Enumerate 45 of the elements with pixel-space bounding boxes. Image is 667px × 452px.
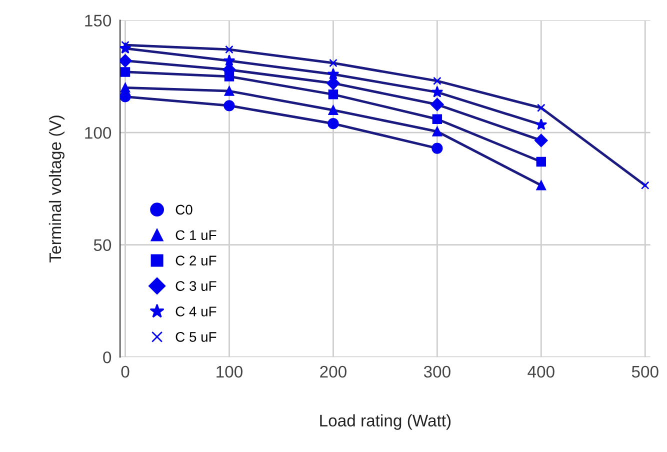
point — [120, 82, 130, 93]
legend-label: C 1 uF — [176, 230, 216, 240]
x-tick-label: 200 — [320, 366, 346, 378]
y-tick-label: 100 — [85, 126, 112, 139]
legend-label: C0 — [176, 204, 192, 215]
x-tick-label: 0 — [121, 366, 130, 378]
legend-label: C 4 uF — [176, 306, 216, 316]
point — [432, 114, 442, 124]
legend-label: C 5 uF — [176, 332, 216, 342]
x-tick-label: 400 — [528, 366, 554, 378]
point — [432, 126, 442, 136]
point — [536, 156, 546, 167]
point — [120, 54, 132, 68]
point — [328, 90, 338, 100]
point — [536, 180, 546, 190]
point — [534, 134, 548, 148]
x-tick-label: 500 — [632, 366, 658, 378]
point — [328, 105, 338, 115]
point — [329, 58, 338, 68]
x-tick-label: 300 — [424, 366, 450, 378]
point — [121, 40, 130, 50]
point — [120, 91, 131, 102]
y-tick-label: 50 — [94, 239, 112, 252]
y-axis-title: Terminal voltage (V) — [48, 116, 64, 262]
point — [224, 100, 235, 112]
point — [535, 118, 548, 130]
point — [225, 45, 234, 54]
point — [327, 68, 340, 80]
point — [224, 86, 234, 96]
legend-label: C 2 uF — [176, 256, 216, 266]
point — [223, 54, 236, 66]
point — [328, 118, 339, 130]
y-tick-label: 150 — [85, 14, 112, 27]
point — [536, 104, 546, 112]
legend-label: C 3 uF — [176, 281, 216, 291]
point — [432, 142, 443, 154]
x-axis-title: Load rating (Watt) — [320, 414, 451, 430]
y-tick-label: 0 — [103, 351, 112, 364]
point — [431, 86, 444, 98]
point — [433, 76, 442, 86]
point — [430, 98, 444, 112]
x-tick-label: 100 — [216, 366, 242, 378]
point — [640, 181, 650, 190]
point — [120, 67, 130, 77]
point — [326, 76, 340, 90]
